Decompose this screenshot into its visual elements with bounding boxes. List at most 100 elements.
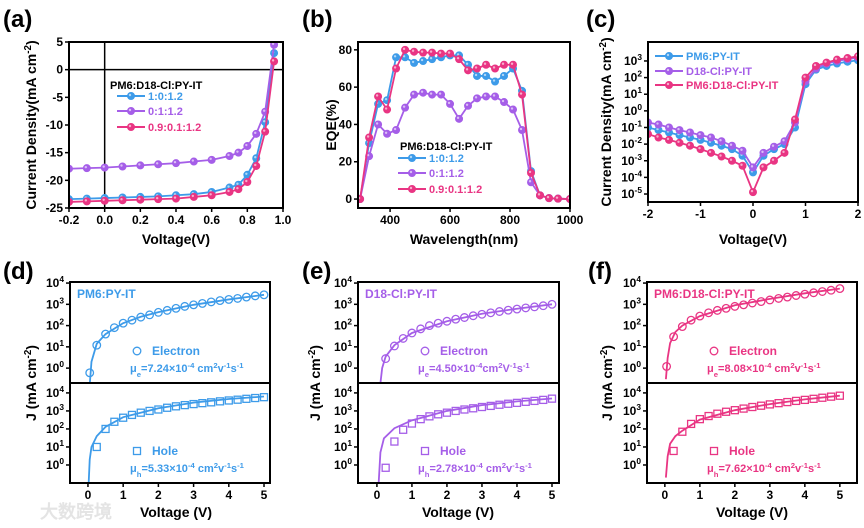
- data-point: [765, 295, 775, 305]
- legend: PM6:D18-Cl:PY-IT1:0:1.2 0:1:1.2 0.9:0.1:1.…: [110, 80, 203, 134]
- data-point: [469, 404, 478, 413]
- data-point: [665, 135, 674, 144]
- data-point-highlight: [677, 127, 680, 131]
- data-point: [136, 312, 146, 322]
- y-tick-label-part: 10: [623, 458, 637, 472]
- data-point: [198, 399, 207, 408]
- data-point: [215, 296, 225, 306]
- y-tick-label: 104: [623, 384, 641, 400]
- y-tick-label-part: 10: [623, 386, 637, 400]
- data-point: [241, 292, 251, 302]
- data-point: [92, 340, 102, 350]
- data-point: [455, 55, 464, 64]
- data-point-highlight: [245, 172, 248, 175]
- data-point: [686, 419, 696, 429]
- panel-label: (b): [302, 6, 333, 33]
- data-point: [252, 161, 261, 170]
- data-point: [665, 81, 674, 90]
- x-tick-label: 5: [837, 488, 844, 502]
- data-point-highlight: [402, 55, 406, 58]
- data-point-highlight: [173, 160, 177, 164]
- legend-title: PM6:D18-Cl:PY-IT: [110, 80, 203, 92]
- mobility-label-part: -1: [224, 461, 232, 470]
- data-point: [500, 71, 509, 80]
- plot-frame: [69, 281, 271, 484]
- y-tick-label: 10-3: [621, 152, 642, 168]
- y-tick-label: 102: [46, 420, 64, 436]
- data-point: [835, 284, 845, 294]
- data-point: [252, 129, 261, 138]
- x-tick-label: 1.0: [275, 213, 292, 227]
- data-point-highlight: [411, 60, 415, 64]
- data-point: [180, 301, 190, 311]
- series-0: [648, 56, 858, 177]
- x-tick-label: 2: [155, 488, 162, 502]
- y-axis-title-part: J (mA cm: [307, 358, 323, 421]
- data-point: [407, 328, 417, 338]
- y-tick-label-part: 3: [59, 402, 64, 412]
- data-point: [512, 398, 522, 408]
- data-point: [428, 55, 437, 64]
- data-point: [261, 127, 270, 136]
- data-point: [101, 424, 110, 434]
- data-point: [665, 123, 674, 132]
- y-tick-label-part: 10: [46, 297, 60, 311]
- series-2: [648, 52, 858, 197]
- data-point-highlight: [687, 143, 691, 146]
- mobility-label-part: s: [231, 363, 237, 375]
- data-point: [782, 292, 792, 302]
- y-tick-label-part: 1: [636, 338, 641, 348]
- data-point: [495, 307, 504, 316]
- y-tick-label-part: 2: [59, 317, 64, 327]
- plot-area: [358, 45, 570, 204]
- mobility-label-part: h: [425, 470, 430, 479]
- panel-a: (a) Current Density(mA cm-2) Voltage(V) -0.…: [3, 6, 292, 247]
- data-point: [713, 409, 722, 418]
- data-point: [686, 128, 695, 137]
- panel-label: (d): [3, 258, 34, 285]
- mobility-label-part: -1: [237, 461, 245, 470]
- series-2: [358, 45, 570, 204]
- y-tick-label-part: -3: [635, 152, 643, 162]
- x-axis-title: Voltage(V): [142, 231, 210, 247]
- data-point: [392, 53, 401, 62]
- y-tick-label: 101: [46, 438, 64, 454]
- y-axis-title: EQE(%): [323, 99, 339, 150]
- mobility-label-part: s: [808, 463, 814, 475]
- data-point-highlight: [411, 92, 415, 95]
- mobility-label-part: V: [503, 363, 511, 375]
- data-point: [482, 60, 491, 69]
- panel-f: (f) J (mA cm-2) Voltage (V) 0 1 2 3 4 5 PM6:D18-C…: [588, 258, 858, 520]
- y-tick-label-part: 10: [623, 422, 637, 436]
- data-point: [678, 427, 687, 436]
- y-axis-title-part: ): [23, 345, 39, 350]
- y-tick-label-part: 3: [59, 295, 64, 305]
- data-point-highlight: [271, 59, 275, 62]
- data-point: [437, 90, 446, 99]
- data-point-highlight: [254, 156, 257, 159]
- y-tick-label: 102: [624, 69, 642, 85]
- mobility-label-part: e: [425, 370, 430, 379]
- y-tick-label-part: -2: [635, 135, 643, 145]
- data-point-highlight: [254, 163, 257, 167]
- data-point-highlight: [656, 135, 659, 138]
- data-point-highlight: [375, 122, 379, 125]
- data-point: [119, 413, 128, 422]
- data-point: [833, 55, 842, 64]
- plot-frame: [68, 41, 284, 209]
- x-tick-label: 3: [479, 488, 486, 502]
- data-point: [145, 406, 154, 416]
- data-point: [662, 361, 672, 371]
- data-point: [420, 446, 430, 456]
- data-point: [420, 346, 430, 356]
- data-point-highlight: [438, 92, 442, 95]
- y-tick-label: 103: [334, 295, 352, 311]
- panel-e: (e) J (mA cm-2) Voltage (V) 0 1 2 3 4 5 D18-Cl:PY…: [302, 258, 560, 520]
- data-point-highlight: [483, 73, 487, 77]
- data-point: [739, 404, 748, 413]
- data-point: [154, 405, 163, 414]
- y-tick-label: 60: [339, 80, 353, 94]
